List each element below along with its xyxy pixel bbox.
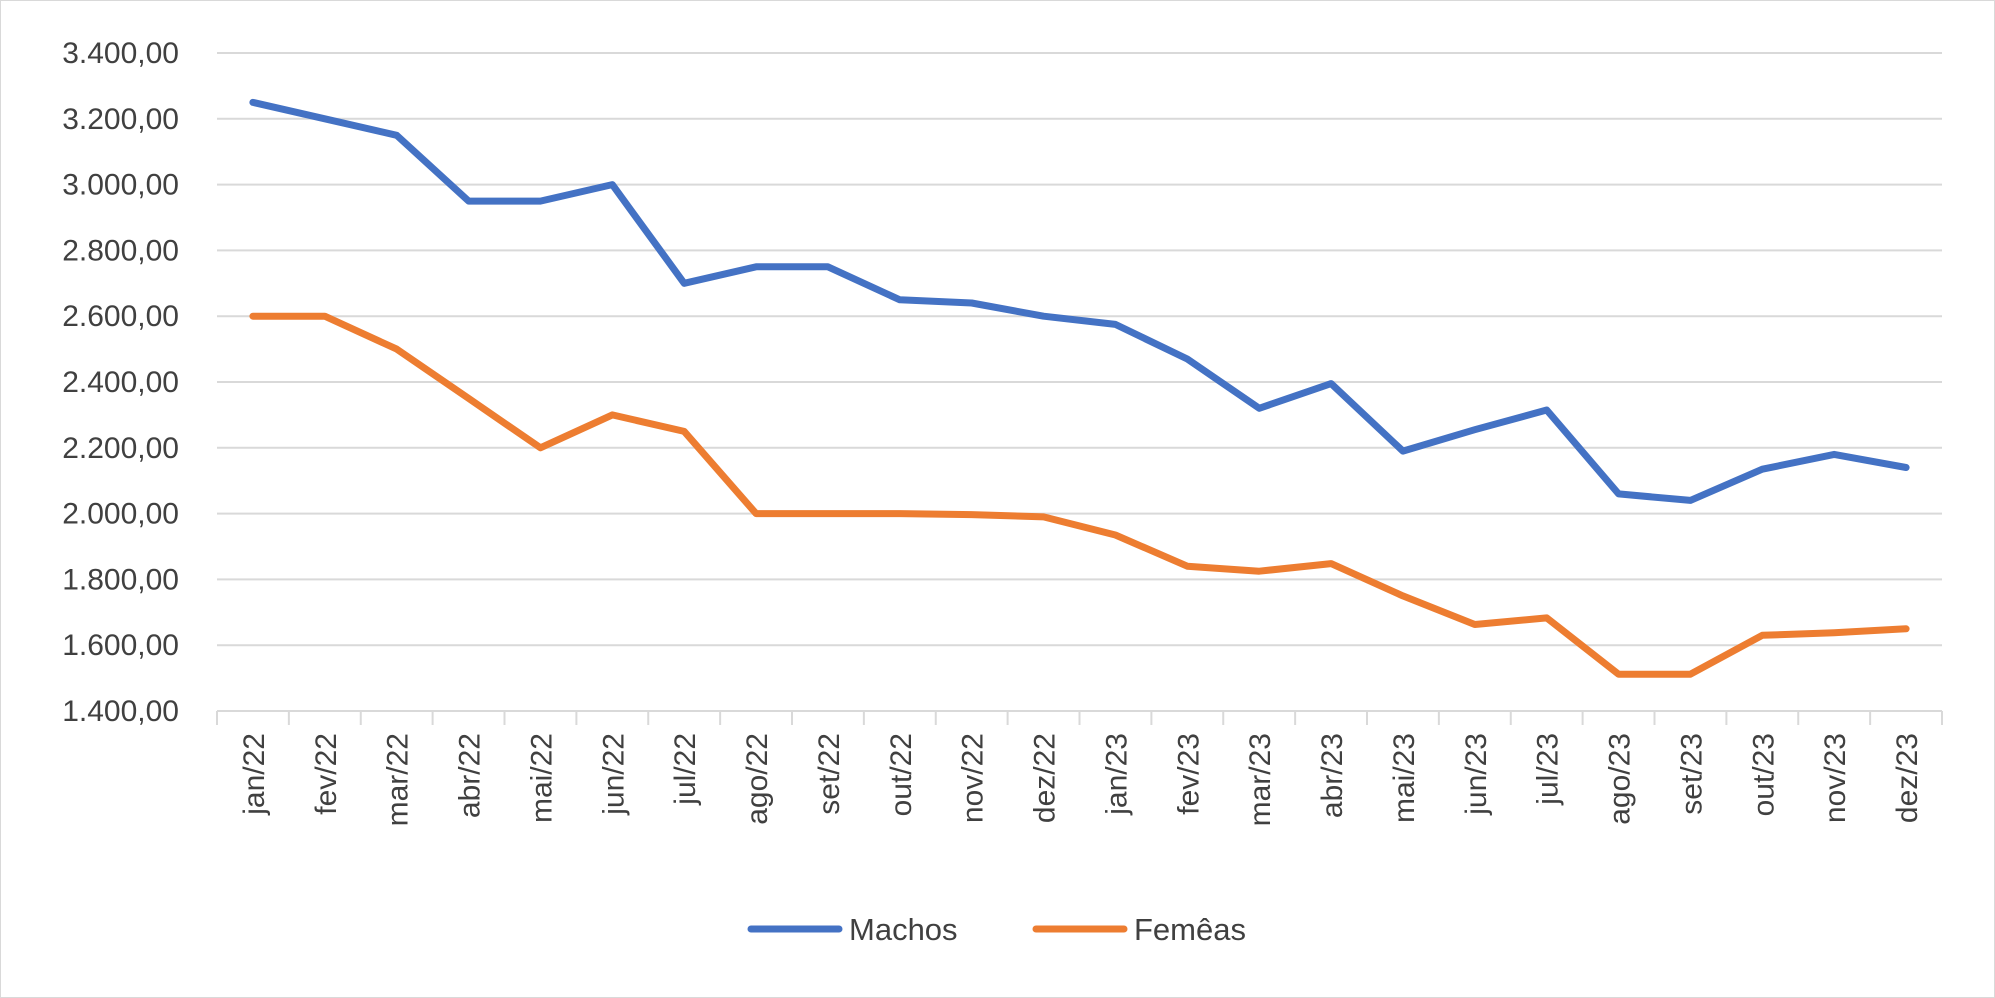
y-tick-label: 3.400,00 bbox=[62, 37, 179, 70]
x-tick-label: jun/22 bbox=[597, 733, 630, 816]
x-tick-label: out/22 bbox=[885, 733, 918, 816]
x-tick-label: mar/23 bbox=[1244, 733, 1277, 826]
gridlines bbox=[217, 52, 1942, 712]
y-tick-label: 1.400,00 bbox=[62, 695, 179, 728]
x-tick-label: ago/22 bbox=[741, 733, 774, 825]
x-tick-label: ago/23 bbox=[1604, 733, 1637, 825]
x-tick-label: fev/23 bbox=[1172, 733, 1205, 815]
y-tick-label: 3.000,00 bbox=[62, 169, 179, 202]
x-tick-label: out/23 bbox=[1747, 733, 1780, 816]
x-tick-label: dez/23 bbox=[1891, 733, 1924, 823]
y-tick-label: 2.600,00 bbox=[62, 300, 179, 333]
series-lines bbox=[249, 98, 1910, 678]
x-tick-label: mai/23 bbox=[1388, 733, 1421, 823]
series-line-2 bbox=[249, 312, 1910, 678]
x-axis bbox=[216, 710, 1943, 725]
x-tick-label: mar/22 bbox=[382, 733, 415, 826]
y-tick-label: 2.200,00 bbox=[62, 432, 179, 465]
legend-label: Femêas bbox=[1134, 912, 1246, 947]
x-tick-label: set/23 bbox=[1675, 733, 1708, 815]
y-tick-label: 2.400,00 bbox=[62, 366, 179, 399]
y-tick-label: 2.800,00 bbox=[62, 234, 179, 267]
x-axis-tick-labels: jan/22 fev/22 mar/22 abr/22 mai/22 jun/22 jul/… bbox=[238, 733, 1924, 826]
x-tick-label: jan/22 bbox=[238, 733, 271, 816]
x-tick-label: abr/23 bbox=[1316, 733, 1349, 818]
x-tick-label: jan/23 bbox=[1100, 733, 1133, 816]
series-line-1 bbox=[249, 98, 1910, 504]
y-tick-label: 1.800,00 bbox=[62, 563, 179, 596]
x-tick-label: jul/22 bbox=[669, 733, 702, 806]
x-tick-label: dez/22 bbox=[1029, 733, 1062, 823]
x-tick-label: mai/22 bbox=[525, 733, 558, 823]
legend-label: Machos bbox=[849, 912, 958, 947]
y-tick-label: 3.200,00 bbox=[62, 103, 179, 136]
y-tick-label: 2.000,00 bbox=[62, 498, 179, 531]
x-tick-label: jul/23 bbox=[1532, 733, 1565, 806]
legend: Machos Femêas bbox=[747, 912, 1246, 947]
x-tick-label: abr/22 bbox=[454, 733, 487, 818]
x-tick-label: set/22 bbox=[813, 733, 846, 815]
x-tick-label: nov/23 bbox=[1819, 733, 1852, 823]
x-tick-label: nov/22 bbox=[957, 733, 990, 823]
y-tick-label: 1.600,00 bbox=[62, 629, 179, 662]
x-tick-label: jun/23 bbox=[1460, 733, 1493, 816]
x-tick-label: fev/22 bbox=[310, 733, 343, 815]
y-axis-tick-labels: 1.400,00 1.600,00 1.800,00 2.000,00 2.200,00… bbox=[62, 37, 179, 728]
